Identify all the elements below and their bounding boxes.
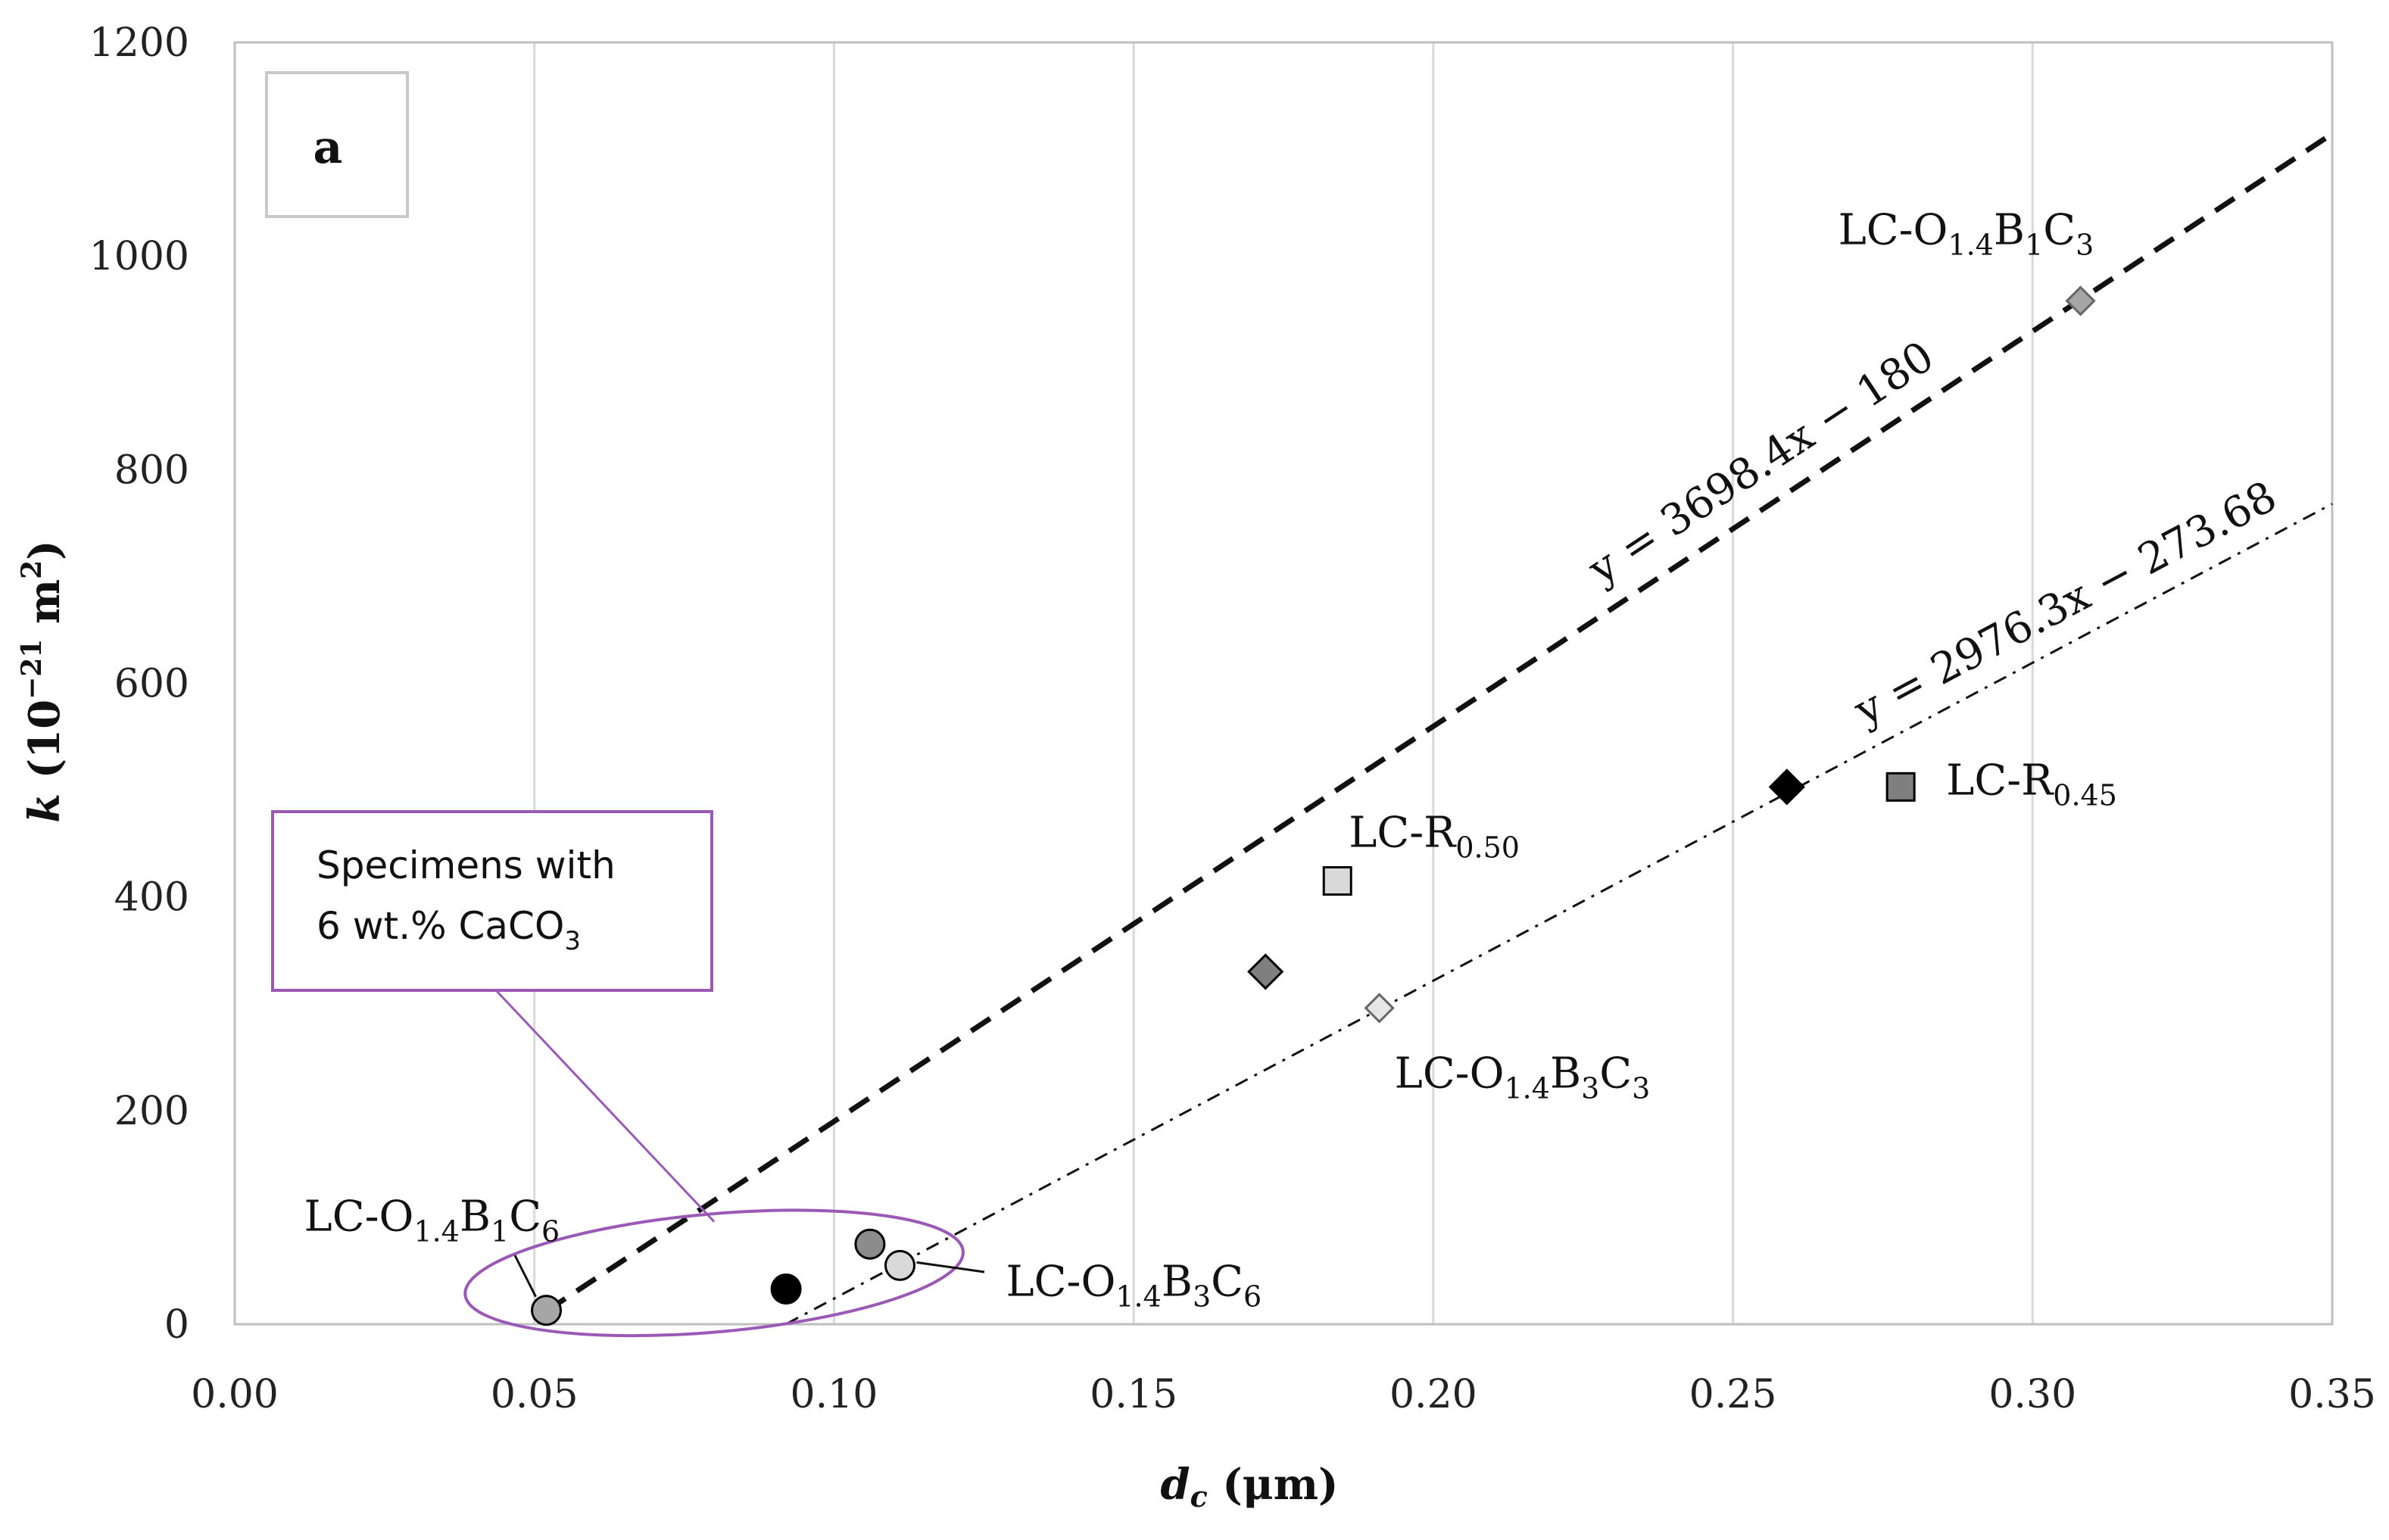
- label-leader-lines: [513, 1255, 985, 1298]
- specimen-group-ellipse: [463, 1208, 965, 1338]
- trendlines: [544, 131, 2334, 1326]
- point-labels: LC-O1.4B1C3LC-R0.50LC-R0.45LC-O1.4B3C3LC…: [304, 205, 2117, 1313]
- x-tick-label: 0.15: [1090, 1372, 1177, 1417]
- gridlines: [533, 42, 2034, 1324]
- y-tick-label: 600: [114, 662, 189, 707]
- label-b3c3-sub: 3: [1581, 1071, 1599, 1105]
- x-axis-title-unit: (μm): [1208, 1460, 1339, 1510]
- label-b1c6-text: B: [460, 1192, 491, 1242]
- x-axis-title-sub: c: [1190, 1479, 1208, 1514]
- x-tick-label: 0.20: [1389, 1372, 1477, 1417]
- point-dark-gray-diamond: [1247, 953, 1284, 990]
- x-axis-ticks: 0.00 0.05 0.10 0.15 0.20 0.25 0.30 0.35: [191, 1372, 2376, 1417]
- label-b3c6-text: B: [1162, 1257, 1193, 1306]
- x-tick-label: 0.30: [1988, 1372, 2076, 1417]
- label-b3c3-sub: 3: [1632, 1071, 1650, 1105]
- y-tick-label: 400: [114, 875, 189, 921]
- y-axis-title-mid: m: [20, 579, 70, 639]
- y-tick-label: 1200: [89, 20, 189, 66]
- y-axis-title-close: ): [20, 540, 70, 560]
- label-b3c6-sub: 3: [1193, 1280, 1211, 1313]
- point-black-diamond: [1768, 768, 1805, 806]
- panel-label-box: [265, 71, 409, 218]
- y-tick-label: 1000: [89, 234, 189, 279]
- callout-line-2-base: 6 wt.% CaCO: [317, 904, 564, 948]
- x-axis-title: dc (μm): [1160, 1460, 1338, 1514]
- label-b3c3-base: LC-O: [1395, 1049, 1505, 1098]
- label-b1c3-sub: 1: [2025, 228, 2043, 261]
- leader-b1c6: [513, 1255, 537, 1298]
- data-points: [531, 285, 2096, 1326]
- point-LC-R0.50: [1322, 866, 1352, 896]
- point-LC-R0.45: [1885, 772, 1916, 802]
- x-axis-title-main: d: [1160, 1460, 1190, 1510]
- leader-b3c6: [916, 1261, 985, 1273]
- label-b1c3: LC-O1.4B1C3: [1839, 205, 2094, 261]
- x-tick-label: 0.00: [191, 1372, 279, 1417]
- point-LC-O1.4B3C3: [1364, 993, 1395, 1024]
- point-LC-O1.4B3C6: [884, 1249, 915, 1281]
- callout-group: Specimens with 6 wt.% CaCO3: [271, 810, 965, 1338]
- y-axis-ticks: 0 200 400 600 800 1000 1200: [89, 20, 189, 1348]
- point-dark-gray-circle: [854, 1228, 886, 1260]
- y-tick-label: 200: [114, 1089, 189, 1134]
- callout-pointer-line: [494, 989, 716, 1223]
- label-b3c3: LC-O1.4B3C3: [1395, 1049, 1651, 1105]
- label-r045-base: LC-R: [1946, 756, 2054, 805]
- equation-dashdot-fit: y = 2976.3x − 273.68: [1846, 472, 2285, 736]
- label-b1c3-text: C: [2043, 205, 2076, 254]
- label-b1c3-sub: 3: [2076, 228, 2094, 261]
- trendline-dashed-fit: [544, 131, 2334, 1314]
- label-b1c6-sub: 6: [541, 1215, 560, 1249]
- equation-dashed-fit: y = 3698.4x − 180: [1580, 332, 1943, 594]
- y-tick-label: 0: [164, 1302, 189, 1348]
- panel-label: a: [313, 121, 343, 174]
- x-tick-label: 0.05: [491, 1372, 579, 1417]
- label-b3c6-sub: 1.4: [1115, 1280, 1161, 1313]
- label-r045: LC-R0.45: [1946, 756, 2117, 812]
- y-axis-title-exp2: 2: [16, 560, 48, 579]
- label-b3c6-text: C: [1211, 1257, 1243, 1306]
- label-r045-sub: 0.45: [2053, 778, 2117, 812]
- callout-line-1: Specimens with: [317, 843, 616, 887]
- label-r050: LC-R0.50: [1349, 809, 1520, 865]
- label-b3c6-base: LC-O: [1006, 1257, 1115, 1306]
- y-axis-title: k (10−21 m2): [16, 540, 70, 822]
- label-r050-sub: 0.50: [1455, 831, 1520, 865]
- label-b1c6-sub: 1.4: [413, 1215, 459, 1249]
- label-b1c6-base: LC-O: [304, 1192, 414, 1242]
- label-b1c3-base: LC-O: [1839, 205, 1948, 254]
- point-LC-O1.4B1C6: [531, 1295, 563, 1326]
- y-axis-title-open: (10: [20, 700, 70, 793]
- label-b3c6: LC-O1.4B3C6: [1006, 1257, 1262, 1313]
- x-tick-label: 0.35: [2288, 1372, 2376, 1417]
- trendline-dashdot-fit: [785, 503, 2333, 1326]
- point-black-circle: [770, 1273, 802, 1305]
- label-b1c3-text: B: [1994, 205, 2025, 254]
- x-tick-label: 0.10: [791, 1372, 878, 1417]
- y-axis-title-main: k: [20, 793, 70, 823]
- label-b3c3-text: B: [1550, 1049, 1581, 1098]
- point-LC-O1.4B1C3: [2065, 285, 2096, 316]
- y-axis-title-exp: −21: [16, 639, 48, 700]
- y-tick-label: 800: [114, 447, 189, 493]
- callout-line-2-sub: 3: [564, 926, 581, 956]
- label-r050-base: LC-R: [1349, 809, 1457, 858]
- label-b1c6-sub: 1: [491, 1215, 509, 1249]
- label-b3c3-text: C: [1599, 1049, 1632, 1098]
- callout-box: [271, 810, 713, 992]
- callout-line-2: 6 wt.% CaCO3: [317, 904, 581, 956]
- label-b1c3-sub: 1.4: [1948, 228, 1993, 261]
- x-tick-label: 0.25: [1689, 1372, 1777, 1417]
- label-b1c6: LC-O1.4B1C6: [304, 1192, 560, 1249]
- label-b3c3-sub: 1.4: [1505, 1071, 1550, 1105]
- label-b3c6-sub: 6: [1243, 1280, 1262, 1313]
- label-b1c6-text: C: [509, 1192, 541, 1242]
- plot-area-frame: [233, 41, 2334, 1326]
